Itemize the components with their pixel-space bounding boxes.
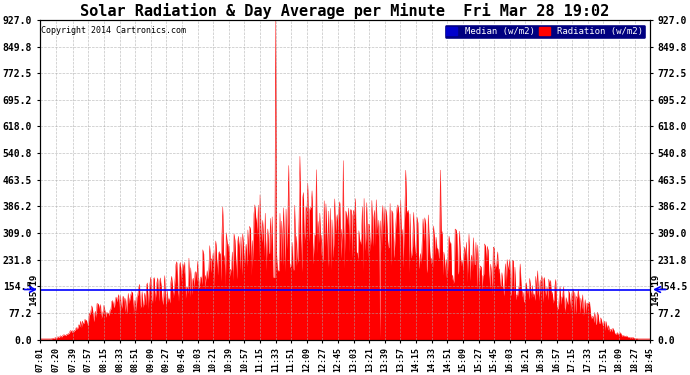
Legend: Median (w/m2), Radiation (w/m2): Median (w/m2), Radiation (w/m2)	[444, 24, 646, 39]
Text: 145.19: 145.19	[651, 273, 660, 306]
Title: Solar Radiation & Day Average per Minute  Fri Mar 28 19:02: Solar Radiation & Day Average per Minute…	[80, 3, 610, 19]
Text: 145.19: 145.19	[30, 273, 39, 306]
Text: Copyright 2014 Cartronics.com: Copyright 2014 Cartronics.com	[41, 26, 186, 35]
